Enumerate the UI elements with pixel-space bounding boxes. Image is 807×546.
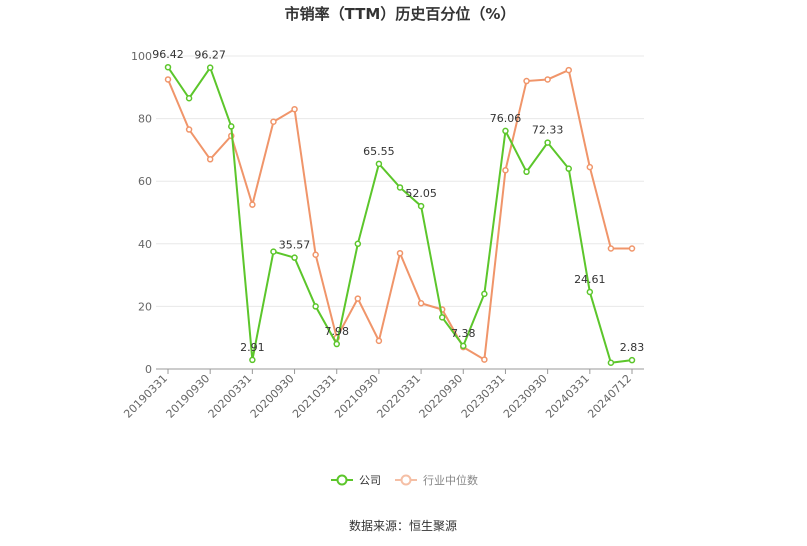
series-1-point-15: [481, 356, 488, 363]
x-axis-ticks: 2019033120190930202003312020093020210331…: [121, 369, 634, 421]
y-tick-label-40: 40: [138, 238, 152, 251]
data-labels: 96.42 96.27 2.91 35.57 7.98 65.55 52.05 7.38 76.…: [152, 48, 644, 354]
data-label-12: 52.05: [405, 187, 437, 200]
data-label-2: 96.27: [194, 49, 226, 62]
series-0-point-13: [438, 314, 446, 321]
series-1-point-5: [270, 118, 277, 125]
series-1-point-12: [417, 300, 425, 307]
legend[interactable]: 公司 行业中位数: [331, 473, 478, 487]
y-axis-ticks: 0 20 40 60 80 100: [131, 50, 152, 376]
series-0-point-22: [628, 356, 636, 364]
series-0-point-16: [502, 127, 509, 135]
series-1-point-0: [164, 76, 172, 83]
data-label-8: 7.98: [324, 325, 349, 338]
x-tick-label-9: 20230930: [501, 372, 550, 421]
x-tick-label-1: 20190930: [164, 372, 213, 421]
series-0-point-5: [270, 248, 277, 255]
legend-item-1[interactable]: 行业中位数: [395, 473, 478, 487]
x-tick-label-10: 20240331: [543, 372, 592, 421]
series-0-point-20: [586, 288, 594, 296]
series-1-point-10: [375, 337, 383, 345]
series-1-point-1: [185, 126, 193, 133]
series-0-point-4: [249, 356, 256, 364]
data-label-14: 7.38: [451, 327, 476, 340]
series-0-point-19: [565, 165, 572, 172]
series-0-point-9: [354, 240, 362, 248]
series-0-point-18: [544, 139, 551, 146]
series-0-point-6: [291, 254, 298, 261]
series-1-point-17: [523, 77, 530, 85]
y-tick-label-80: 80: [138, 113, 152, 126]
series-1-point-7: [312, 251, 319, 259]
data-label-18: 72.33: [532, 124, 564, 137]
y-tick-label-60: 60: [138, 175, 152, 188]
data-label-16: 76.06: [490, 112, 522, 125]
series-0-point-10: [375, 160, 383, 168]
series-0-point-2: [206, 64, 214, 71]
data-label-20: 24.61: [574, 273, 606, 286]
series-0-point-14: [460, 342, 467, 350]
series-1-point-22: [628, 245, 636, 252]
x-tick-label-7: 20220930: [417, 372, 466, 421]
data-label-4: 2.91: [240, 341, 265, 354]
series-0-point-15: [481, 290, 488, 298]
x-tick-label-4: 20210331: [290, 372, 339, 421]
gridlines: [156, 55, 644, 307]
chart-title: 市销率（TTM）历史百分位（%）: [285, 5, 516, 23]
series-0-point-0: [164, 63, 172, 71]
x-tick-label-11: 20240712: [585, 372, 634, 421]
series-0-point-3: [228, 123, 235, 130]
legend-label-0: 公司: [359, 474, 381, 487]
x-tick-label-2: 20200331: [206, 372, 255, 421]
series-1-point-9: [354, 295, 362, 302]
series-1-point-6: [291, 105, 298, 113]
series-0-point-21: [607, 359, 615, 366]
legend-label-1: 行业中位数: [423, 473, 478, 487]
series-1-point-4: [249, 201, 256, 208]
x-tick-label-3: 20200930: [248, 372, 297, 421]
series-0-point-1: [185, 95, 193, 102]
series-0-point-7: [312, 303, 319, 310]
legend-item-0[interactable]: 公司: [331, 474, 381, 487]
series-group: [164, 63, 636, 366]
series-line-1: [167, 68, 632, 362]
x-tick-label-5: 20210930: [332, 372, 381, 421]
series-0-point-8: [333, 340, 340, 348]
y-tick-label-20: 20: [138, 300, 152, 313]
series-1-point-20: [586, 163, 594, 171]
series-1-point-18: [544, 76, 551, 83]
legend-marker-1: [400, 474, 412, 486]
data-label-0: 96.42: [152, 48, 184, 61]
series-1-point-21: [607, 245, 615, 252]
series-1-point-11: [396, 249, 404, 257]
data-label-10: 65.55: [363, 145, 395, 158]
series-0-point-11: [396, 184, 404, 191]
x-tick-label-6: 20220331: [374, 372, 423, 421]
data-label-6: 35.57: [279, 239, 311, 252]
series-0-point-12: [417, 202, 425, 210]
legend-marker-0: [336, 474, 348, 486]
x-tick-label-0: 20190331: [121, 372, 170, 421]
data-label-22: 2.83: [620, 341, 645, 354]
y-tick-label-100: 100: [131, 50, 152, 63]
source-note: 数据来源：恒生聚源: [349, 518, 457, 533]
series-1-point-2: [206, 156, 214, 163]
series-1-point-16: [502, 166, 509, 174]
series-1-point-19: [565, 66, 572, 74]
series-line-0: [167, 65, 633, 364]
x-tick-label-8: 20230331: [459, 372, 508, 421]
y-tick-label-0: 0: [145, 363, 152, 376]
series-0-point-17: [523, 168, 530, 176]
